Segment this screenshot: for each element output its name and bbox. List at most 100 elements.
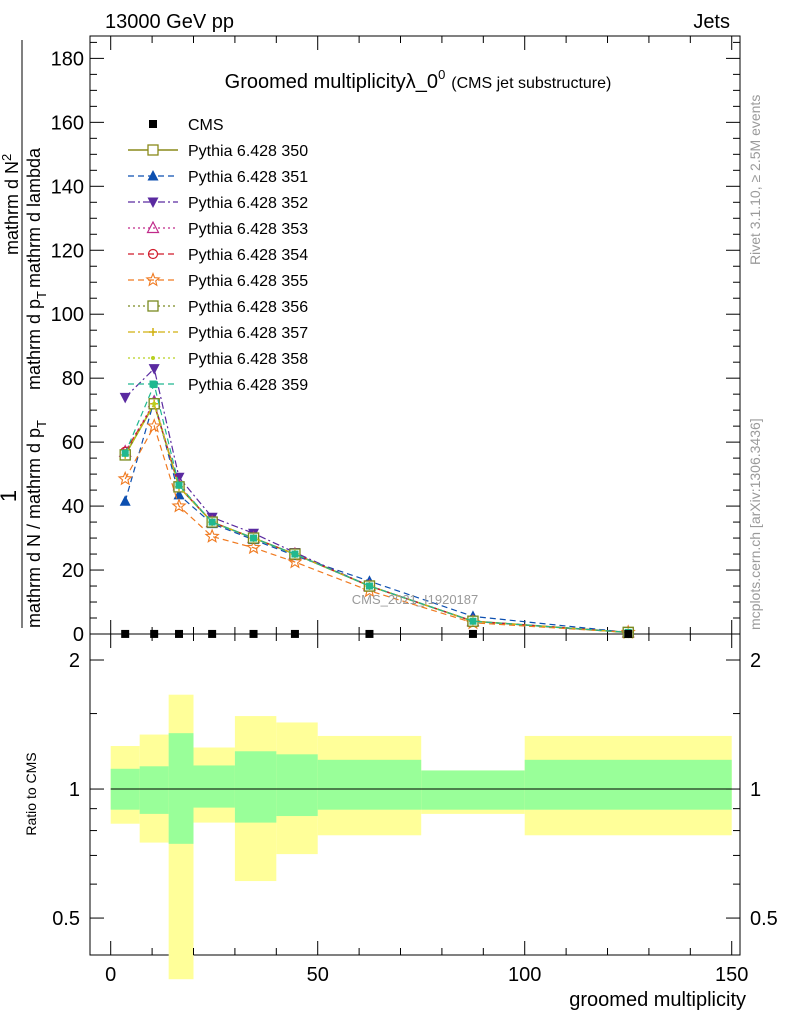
ratio-stat-band: [139, 766, 169, 814]
main-axes: 0 20 40 60 80 100 120 140 160 180: [51, 36, 740, 646]
legend: CMS Pythia 6.428 350 Pythia 6.428 351 Pythi…: [128, 117, 308, 394]
ratio-y-tick-label: 2: [69, 650, 80, 672]
legend-marker-2: [147, 197, 159, 208]
main-series-group: [117, 364, 636, 639]
y-label-left: mathrm d N / mathrm d pT: [24, 420, 49, 628]
mcplots-label: mcplots.cern.ch [arXiv:1306.3436]: [747, 418, 763, 630]
x-tick-label: 100: [508, 964, 541, 986]
y-tick-label: 180: [51, 48, 84, 70]
y-tick-label: 60: [62, 432, 84, 454]
cms-data-point: [365, 629, 374, 638]
series-point-5: [171, 498, 187, 513]
series-point-9: [121, 449, 129, 457]
ratio-axes: 0.5 0.5 1 1 2 2 0 50 100 150: [52, 634, 778, 986]
y-tick-label: 140: [51, 176, 84, 198]
legend-label-4: Pythia 6.428 354: [188, 247, 308, 264]
x-tick-label: 0: [105, 964, 116, 986]
legend-label-9: Pythia 6.428 359: [188, 377, 308, 394]
ratio-stat-band: [421, 770, 525, 810]
series-point-2: [119, 392, 131, 404]
x-axis-label: groomed multiplicity: [569, 989, 746, 1011]
legend-marker-cms: [149, 120, 157, 128]
series-point-5: [287, 553, 303, 569]
y-tick-label: 0: [73, 624, 84, 646]
ratio-y-tick-label-right: 2: [750, 650, 761, 672]
series-point-2: [148, 364, 160, 375]
ratio-y-tick-label: 0.5: [52, 908, 80, 930]
chart-title: Groomed multiplicityλ_00 (CMS jet substru…: [225, 67, 612, 93]
legend-label-7: Pythia 6.428 357: [188, 325, 308, 342]
x-tick-label: 150: [715, 964, 748, 986]
legend-marker-8: [151, 356, 155, 360]
cms-data-point: [150, 629, 159, 638]
ratio-plot-frame: [89, 633, 741, 956]
series-point-9: [208, 518, 216, 526]
series-point-5: [117, 470, 133, 486]
series-point-5: [146, 418, 162, 433]
legend-marker-7: [149, 328, 157, 336]
y-tick-label: 80: [62, 368, 84, 390]
ratio-stat-band: [524, 759, 732, 810]
ratio-stat-band: [193, 765, 235, 808]
title-main: Groomed multiplicityλ_0: [225, 71, 438, 93]
header-right: Jets: [693, 11, 730, 33]
legend-label-0: Pythia 6.428 350: [188, 143, 308, 160]
header-group: 13000 GeV pp Jets: [105, 11, 730, 33]
series-point-5: [245, 539, 262, 555]
cms-data-point: [290, 629, 299, 638]
legend-marker-6: [147, 300, 159, 312]
series-point-8: [152, 401, 157, 406]
watermark: CMS_2021_I1920187: [352, 592, 479, 607]
legend-label-cms: CMS: [188, 117, 224, 134]
legend-marker-5: [145, 271, 161, 287]
y-label-middle: mathrm d N2: [0, 154, 22, 255]
cms-data-point: [624, 629, 633, 638]
y-label-prefix: 1: [0, 490, 21, 502]
legend-marker-9: [149, 380, 157, 388]
ratio-y-tick-label: 1: [69, 779, 80, 801]
y-axis-label: 1 mathrm d N / mathrm d pT mathrm d pTma…: [0, 40, 49, 628]
legend-label-6: Pythia 6.428 356: [188, 299, 308, 316]
y-tick-label: 20: [62, 560, 84, 582]
legend-label-8: Pythia 6.428 358: [188, 351, 308, 368]
ratio-stat-band: [317, 759, 422, 810]
series-point-5: [204, 528, 220, 543]
ratio-y-label: Ratio to CMS: [23, 752, 39, 835]
legend-label-2: Pythia 6.428 352: [188, 195, 308, 212]
legend-label-1: Pythia 6.428 351: [188, 169, 308, 186]
legend-marker-4: [147, 248, 159, 260]
legend-marker-0: [147, 144, 159, 156]
cms-data-point: [175, 629, 184, 638]
y-tick-label: 120: [51, 240, 84, 262]
legend-marker-3: [146, 220, 160, 234]
series-point-9: [469, 617, 477, 625]
legend-label-5: Pythia 6.428 355: [188, 273, 308, 290]
y-label-right: mathrm d pTmathrm d lambda: [24, 147, 49, 390]
series-point-9: [250, 534, 258, 542]
series-point-9: [175, 481, 183, 489]
header-left: 13000 GeV pp: [105, 11, 234, 33]
ratio-stat-band: [234, 751, 277, 823]
series-line-2: [124, 367, 629, 633]
series-line-5: [124, 424, 629, 633]
series-point-9: [365, 582, 373, 590]
title-superscript: 0: [438, 67, 445, 82]
cms-data-point: [208, 629, 217, 638]
title-subtitle: (CMS jet substructure): [451, 75, 611, 92]
ratio-stat-band: [168, 733, 194, 844]
y-tick-label: 160: [51, 112, 84, 134]
cms-data-point: [249, 629, 258, 638]
ratio-y-tick-label-right: 1: [750, 779, 761, 801]
y-tick-label: 100: [51, 304, 84, 326]
rivet-label: Rivet 3.1.10, ≥ 2.5M events: [747, 95, 763, 265]
cms-data-point: [121, 629, 130, 638]
series-point-9: [291, 550, 299, 558]
legend-label-3: Pythia 6.428 353: [188, 221, 308, 238]
series-point-1: [119, 495, 131, 506]
x-tick-label: 50: [307, 964, 329, 986]
cms-data-point: [468, 629, 477, 638]
ratio-bands: [110, 694, 732, 980]
ratio-y-tick-label-right: 0.5: [750, 908, 778, 930]
y-tick-label: 40: [62, 496, 84, 518]
